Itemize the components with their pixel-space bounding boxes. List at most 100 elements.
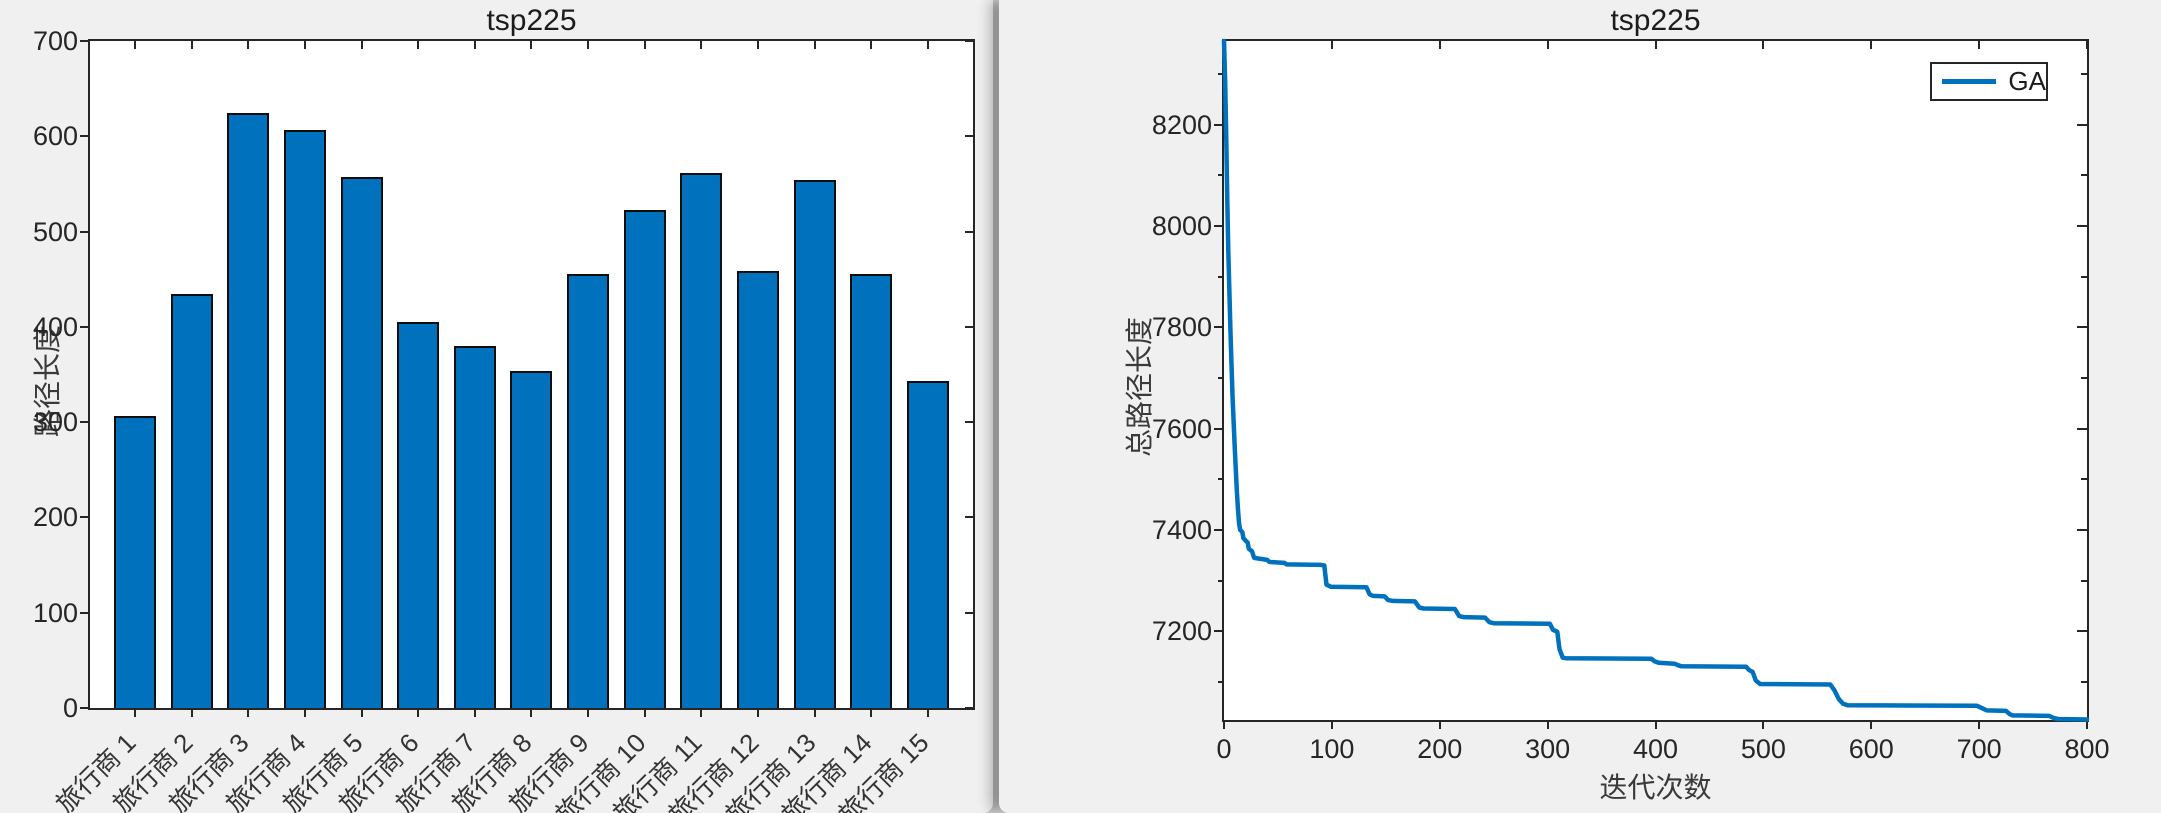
- y-tick-left: [80, 135, 90, 137]
- y-tick-right: [965, 516, 973, 518]
- bar-旅行商 8: [510, 371, 552, 708]
- x-tick-label-500: 500: [1740, 734, 1786, 764]
- x-tick-label-600: 600: [1848, 734, 1894, 764]
- y-tick-left: [80, 326, 90, 328]
- x-tick-bottom: [191, 708, 193, 717]
- x-tick-top: [1439, 41, 1441, 49]
- x-tick-bottom: [361, 708, 363, 717]
- y-minor-tick-right: [2081, 73, 2087, 75]
- y-tick-left: [80, 421, 90, 423]
- line-chart-x-axis-label: 迭代次数: [1599, 772, 1712, 803]
- x-tick-bottom: [1439, 720, 1441, 729]
- x-tick-bottom: [757, 708, 759, 717]
- figure-window-bar-chart: tsp225 路径长度 旅行商 1 旅行商 2 旅行商 3 旅行商 4 旅行商 5 旅行商…: [0, 0, 993, 813]
- bar-旅行商 10: [624, 210, 666, 708]
- x-tick-top: [814, 41, 816, 49]
- y-tick-left: [1214, 428, 1224, 430]
- y-tick-left: [80, 612, 90, 614]
- x-tick-label-200: 200: [1417, 734, 1463, 764]
- bar-旅行商 9: [567, 274, 609, 708]
- y-minor-tick-right: [2081, 478, 2087, 480]
- y-tick-right: [2077, 428, 2087, 430]
- x-tick-bottom: [644, 708, 646, 717]
- y-tick-left: [1214, 124, 1224, 126]
- x-tick-bottom: [1870, 720, 1872, 729]
- x-tick-top: [247, 41, 249, 49]
- bar-chart-plot-area: tsp225 路径长度 旅行商 1 旅行商 2 旅行商 3 旅行商 4 旅行商 5 旅行商…: [32, 4, 975, 813]
- y-tick-right: [965, 40, 973, 42]
- y-tick-label-200: 200: [32, 502, 78, 533]
- y-minor-tick-right: [2081, 174, 2087, 176]
- x-tick-top: [587, 41, 589, 49]
- y-tick-right: [965, 231, 973, 233]
- bar-旅行商 11: [680, 173, 722, 708]
- x-tick-bottom: [304, 708, 306, 717]
- x-tick-label-700: 700: [1956, 734, 2002, 764]
- x-tick-bottom: [1223, 720, 1225, 729]
- y-minor-tick-left: [1218, 276, 1224, 278]
- bar-旅行商 3: [227, 113, 269, 708]
- x-tick-top: [927, 41, 929, 49]
- y-tick-label-7200: 7200: [1151, 616, 1212, 647]
- y-tick-left: [1214, 326, 1224, 328]
- x-tick-top: [700, 41, 702, 49]
- y-tick-left: [80, 40, 90, 42]
- line-chart-plot-area: tsp225 总路径长度 迭代次数 GA 0 100 200 300 400 500 600…: [1124, 4, 2110, 803]
- y-minor-tick-left: [1218, 478, 1224, 480]
- y-tick-label-7600: 7600: [1151, 413, 1212, 444]
- x-tick-bottom: [474, 708, 476, 717]
- y-tick-right: [2077, 326, 2087, 328]
- x-tick-top: [1978, 41, 1980, 49]
- y-tick-left: [1214, 225, 1224, 227]
- x-tick-bottom: [1547, 720, 1549, 729]
- y-tick-left: [80, 707, 90, 709]
- y-tick-label-600: 600: [32, 121, 78, 152]
- bar-chart-title: tsp225: [486, 4, 577, 37]
- x-tick-bottom: [1978, 720, 1980, 729]
- y-tick-label-7400: 7400: [1151, 514, 1212, 545]
- y-minor-tick-left: [1218, 73, 1224, 75]
- x-tick-bottom: [530, 708, 532, 717]
- x-tick-bottom: [134, 708, 136, 717]
- x-tick-top: [304, 41, 306, 49]
- x-tick-bottom: [700, 708, 702, 717]
- x-tick-bottom: [870, 708, 872, 717]
- x-tick-bottom: [247, 708, 249, 717]
- y-tick-label-700: 700: [32, 26, 78, 56]
- bar-旅行商 15: [907, 381, 949, 708]
- y-tick-right: [965, 707, 973, 709]
- y-minor-tick-left: [1218, 174, 1224, 176]
- y-tick-right: [2077, 225, 2087, 227]
- bar-旅行商 2: [171, 294, 213, 708]
- y-tick-right: [965, 612, 973, 614]
- y-tick-left: [80, 231, 90, 233]
- y-tick-left: [1214, 630, 1224, 632]
- x-tick-top: [1870, 41, 1872, 49]
- x-tick-bottom: [2086, 720, 2088, 729]
- x-tick-top: [644, 41, 646, 49]
- x-tick-bottom: [927, 708, 929, 717]
- y-tick-label-500: 500: [32, 216, 78, 247]
- line-chart-title: tsp225: [1610, 4, 1701, 37]
- y-minor-tick-right: [2081, 377, 2087, 379]
- y-tick-right: [965, 326, 973, 328]
- x-tick-top: [870, 41, 872, 49]
- legend-line-swatch: [1942, 79, 1997, 84]
- y-minor-tick-right: [2081, 276, 2087, 278]
- figure-window-line-chart: tsp225 总路径长度 迭代次数 GA 0 100 200 300 400 500 600…: [999, 0, 2161, 813]
- x-tick-top: [417, 41, 419, 49]
- y-tick-label-0: 0: [62, 693, 78, 723]
- bar-旅行商 12: [737, 271, 779, 708]
- y-minor-tick-left: [1218, 681, 1224, 683]
- x-tick-label-0: 0: [1216, 734, 1232, 764]
- y-tick-right: [965, 421, 973, 423]
- bar-旅行商 5: [341, 177, 383, 708]
- bar-旅行商 14: [850, 274, 892, 708]
- x-tick-top: [2086, 41, 2088, 49]
- x-tick-top: [134, 41, 136, 49]
- bar-旅行商 7: [454, 346, 496, 708]
- x-tick-bottom: [587, 708, 589, 717]
- y-tick-right: [2077, 124, 2087, 126]
- legend: GA: [1930, 62, 2048, 101]
